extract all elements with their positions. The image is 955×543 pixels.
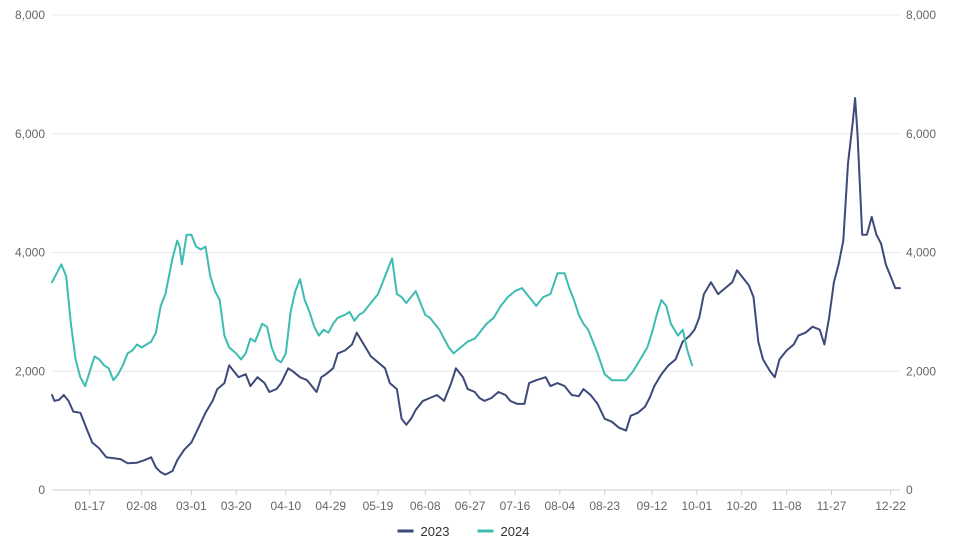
y-tick-label-right: 2,000 (906, 364, 936, 378)
x-tick-label: 08-04 (545, 499, 576, 513)
x-tick-label: 04-29 (315, 499, 346, 513)
legend-label: 2024 (501, 524, 530, 539)
x-tick-label: 08-23 (589, 499, 620, 513)
x-axis: 01-17 02-08 03-01 03-20 04-10 04-29 05-19 06-08… (74, 490, 906, 513)
y-tick-label-left: 2,000 (15, 364, 45, 378)
x-tick-label: 12-22 (875, 499, 906, 513)
y-tick-label-left: 0 (38, 483, 45, 497)
y-axis-left: 0 2,000 4,000 6,000 8,000 (15, 8, 45, 497)
legend-item-2024[interactable]: 2024 (477, 524, 530, 539)
x-tick-label: 11-08 (772, 499, 802, 513)
y-tick-label-left: 8,000 (15, 8, 45, 22)
legend[interactable]: 2023 2024 (397, 524, 530, 539)
series-lines (51, 97, 901, 476)
legend-item-2023[interactable]: 2023 (397, 524, 450, 539)
x-tick-label: 10-01 (682, 499, 713, 513)
x-tick-label: 03-01 (176, 499, 207, 513)
x-tick-label: 06-08 (410, 499, 441, 513)
x-tick-label: 10-20 (726, 499, 757, 513)
legend-label: 2023 (421, 524, 450, 539)
x-tick-label: 02-08 (126, 499, 157, 513)
y-tick-label-right: 8,000 (906, 8, 936, 22)
y-tick-label-right: 6,000 (906, 127, 936, 141)
x-tick-label: 09-12 (637, 499, 668, 513)
x-tick-label: 06-27 (455, 499, 486, 513)
x-tick-label: 07-16 (500, 499, 531, 513)
x-tick-label: 01-17 (74, 499, 105, 513)
x-tick-label: 04-10 (270, 499, 301, 513)
x-tick-label: 11-27 (817, 499, 847, 513)
y-tick-label-left: 4,000 (15, 246, 45, 260)
series-line-2023 (51, 97, 901, 476)
gridlines (52, 14, 900, 491)
y-tick-label-right: 4,000 (906, 246, 936, 260)
y-tick-label-right: 0 (906, 483, 913, 497)
x-tick-label: 05-19 (363, 499, 394, 513)
series-line-2024 (51, 233, 694, 388)
y-axis-right: 0 2,000 4,000 6,000 8,000 (906, 8, 936, 497)
y-tick-label-left: 6,000 (15, 127, 45, 141)
x-tick-label: 03-20 (221, 499, 252, 513)
